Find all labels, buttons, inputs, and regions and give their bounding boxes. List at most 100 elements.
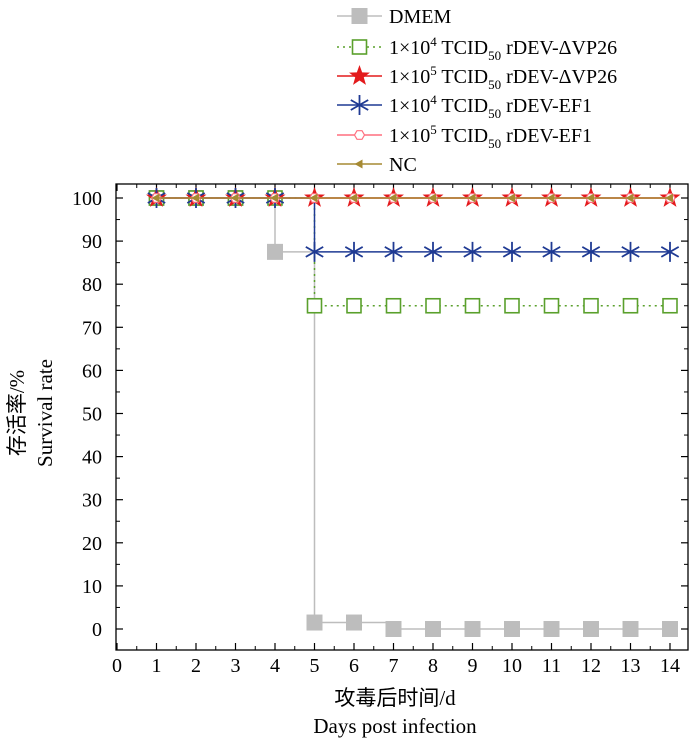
series-3	[147, 188, 680, 262]
x-tick-label: 13	[621, 655, 641, 677]
legend-label: DMEM	[389, 6, 451, 28]
series-line	[156, 197, 670, 253]
data-point	[464, 297, 481, 314]
legend-marker	[349, 65, 370, 85]
x-tick-label: 7	[389, 655, 399, 677]
data-point	[660, 241, 680, 262]
data-point	[428, 193, 436, 203]
series-line	[156, 197, 670, 630]
data-point	[230, 193, 239, 203]
data-point-stroke	[423, 246, 443, 258]
data-point	[463, 241, 482, 262]
plot-frame	[115, 183, 689, 651]
data-point	[622, 297, 639, 314]
data-point	[546, 193, 555, 203]
data-point	[543, 621, 560, 637]
x-tick-label: 3	[231, 655, 241, 677]
y-tick-label: 50	[82, 404, 102, 426]
x-tick-label: 14	[660, 655, 680, 677]
data-point	[191, 193, 199, 203]
data-point-stroke	[502, 246, 522, 258]
x-axis-label-cn: 攻毒后时间/d	[334, 686, 456, 710]
data-point	[344, 241, 364, 262]
y-tick-label: 60	[82, 360, 102, 382]
series-5	[151, 193, 673, 203]
data-point	[583, 297, 599, 314]
data-point	[270, 193, 278, 203]
data-point	[267, 243, 283, 260]
legend-label: 1×104 TCID50 rDEV-ΔVP26	[389, 34, 617, 63]
x-tick-label: 2	[191, 655, 201, 677]
data-point	[502, 241, 522, 262]
data-point	[425, 621, 441, 637]
y-tick-label: 80	[82, 274, 102, 296]
data-point	[622, 621, 639, 637]
data-point	[665, 193, 673, 203]
y-tick-label: 0	[92, 619, 102, 641]
legend-item: 1×105 TCID50 rDEV-ΔVP26	[337, 63, 617, 92]
legend-marker	[351, 39, 368, 55]
x-tick-label: 1	[152, 655, 162, 677]
legend-item: NC	[337, 154, 417, 176]
y-tick-label: 20	[82, 533, 102, 555]
data-point	[423, 241, 443, 262]
data-point	[586, 193, 594, 203]
legend-item: DMEM	[337, 6, 451, 28]
y-tick-label: 100	[72, 188, 102, 210]
legend-item: 1×104 TCID50 rDEV-EF1	[337, 92, 592, 121]
series-layer	[146, 187, 681, 637]
data-point-stroke	[344, 246, 364, 258]
data-point-stroke	[660, 246, 680, 258]
legend-marker	[354, 159, 363, 169]
data-point	[385, 297, 402, 314]
data-point	[662, 621, 678, 637]
series-2	[146, 187, 681, 207]
legend-label: 1×105 TCID50 rDEV-EF1	[389, 122, 592, 151]
legend-marker	[351, 8, 368, 24]
data-point-stroke	[463, 246, 482, 258]
data-point	[306, 614, 323, 631]
data-point	[385, 621, 402, 637]
x-tick-label: 8	[428, 655, 438, 677]
y-tick-label: 90	[82, 231, 102, 253]
data-point	[581, 241, 601, 262]
y-axis-label-cn: 存活率/%	[5, 370, 29, 456]
axes: 0 1 2 3 4 5 6 7 8 9 10 11 12 13 1401020304050607080901…	[72, 183, 689, 677]
legend-marker	[353, 130, 366, 140]
data-point-stroke	[621, 246, 640, 258]
x-tick-label: 0	[112, 655, 122, 677]
y-tick-label: 30	[82, 490, 102, 512]
legend-label: 1×104 TCID50 rDEV-EF1	[389, 92, 592, 121]
data-point	[504, 297, 520, 314]
data-point-stroke	[542, 246, 561, 258]
y-axis-label-en: Survival rate	[33, 359, 57, 467]
x-tick-label: 6	[349, 655, 359, 677]
data-point	[384, 241, 403, 262]
data-point	[625, 193, 634, 203]
data-point	[388, 193, 397, 203]
data-point	[425, 297, 441, 314]
data-point	[305, 241, 324, 262]
data-point	[151, 193, 160, 203]
data-point	[621, 241, 640, 262]
x-tick-label: 5	[310, 655, 320, 677]
data-point	[507, 193, 515, 203]
legend-item: 1×105 TCID50 rDEV-EF1	[337, 122, 592, 151]
data-point	[306, 297, 323, 314]
legend-label: 1×105 TCID50 rDEV-ΔVP26	[389, 63, 617, 92]
data-point	[543, 297, 560, 314]
data-point	[464, 621, 481, 637]
data-point	[309, 193, 318, 203]
legend-label: NC	[389, 154, 417, 176]
data-point	[346, 614, 362, 631]
x-tick-label: 12	[581, 655, 601, 677]
data-point	[542, 241, 561, 262]
data-point	[467, 193, 476, 203]
data-point	[583, 621, 599, 637]
x-axis-label-en: Days post infection	[313, 714, 477, 738]
series-line	[156, 197, 670, 307]
x-tick-label: 9	[468, 655, 478, 677]
data-point	[504, 621, 520, 637]
data-point-stroke	[384, 246, 403, 258]
